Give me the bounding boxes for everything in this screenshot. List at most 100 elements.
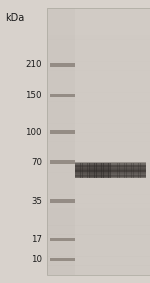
Bar (124, 162, 127, 178)
Bar (93, 162, 95, 178)
Bar (47, 248, 150, 252)
Bar (98, 162, 100, 178)
Bar (47, 66, 150, 70)
Bar (47, 132, 150, 137)
Bar (75, 165, 146, 166)
Bar (140, 162, 142, 178)
Bar (47, 119, 150, 124)
Bar (96, 162, 98, 178)
Bar (116, 162, 118, 178)
Bar (75, 8, 150, 275)
Bar (75, 174, 146, 175)
Bar (47, 30, 150, 35)
Bar (87, 162, 90, 178)
Bar (75, 173, 146, 174)
Text: 10: 10 (31, 255, 42, 264)
Bar (100, 162, 102, 178)
Bar (47, 270, 150, 275)
Bar (47, 168, 150, 173)
Bar (47, 159, 150, 164)
Bar (47, 70, 150, 75)
Bar (47, 22, 150, 26)
Bar (75, 173, 146, 174)
Bar (47, 181, 150, 186)
Bar (47, 208, 150, 213)
Bar (105, 162, 107, 178)
Bar (47, 83, 150, 88)
Bar (114, 162, 116, 178)
Bar (75, 164, 146, 165)
Bar (107, 162, 109, 178)
Bar (82, 162, 84, 178)
Bar (142, 162, 144, 178)
Bar (75, 162, 77, 178)
Bar (75, 168, 146, 169)
Bar (47, 53, 150, 57)
Bar (112, 162, 114, 178)
Bar (130, 162, 132, 178)
Bar (47, 128, 150, 133)
Bar (84, 162, 86, 178)
Bar (121, 162, 123, 178)
Bar (119, 162, 121, 178)
Bar (126, 162, 128, 178)
Bar (47, 79, 150, 84)
Bar (47, 172, 150, 177)
Bar (94, 162, 97, 178)
Text: 210: 210 (26, 60, 42, 69)
Bar (123, 162, 125, 178)
Bar (75, 170, 146, 171)
Bar (47, 163, 150, 168)
Bar (80, 162, 82, 178)
Bar (47, 221, 150, 226)
Bar (47, 8, 150, 13)
Bar (131, 162, 134, 178)
Bar (47, 101, 150, 106)
Text: 35: 35 (31, 197, 42, 206)
Bar (108, 162, 111, 178)
Bar (77, 162, 79, 178)
Text: 17: 17 (31, 235, 42, 244)
Bar (47, 93, 150, 97)
Bar (47, 252, 150, 257)
Bar (138, 162, 141, 178)
Bar (135, 162, 137, 178)
Bar (47, 212, 150, 217)
Bar (117, 162, 120, 178)
Bar (47, 239, 150, 243)
Bar (47, 177, 150, 181)
Bar (47, 106, 150, 110)
Bar (101, 162, 104, 178)
Bar (47, 97, 150, 102)
Bar (75, 170, 146, 171)
Text: kDa: kDa (5, 13, 25, 23)
Bar (79, 162, 81, 178)
Bar (47, 17, 150, 22)
Bar (75, 164, 146, 165)
Bar (47, 203, 150, 208)
Bar (75, 171, 146, 172)
Bar (47, 265, 150, 270)
Bar (47, 110, 150, 115)
Bar (75, 167, 146, 168)
Bar (75, 175, 146, 176)
Bar (47, 226, 150, 230)
Bar (47, 13, 150, 17)
Bar (47, 146, 150, 150)
Bar (137, 162, 139, 178)
Bar (47, 48, 150, 53)
Bar (47, 141, 150, 146)
Bar (75, 166, 146, 167)
Bar (133, 162, 135, 178)
Bar (103, 162, 105, 178)
Bar (85, 162, 88, 178)
Bar (47, 261, 150, 266)
Bar (47, 243, 150, 248)
Bar (47, 199, 150, 203)
Bar (75, 169, 146, 170)
Bar (47, 61, 150, 66)
Bar (47, 88, 150, 93)
Bar (47, 75, 150, 80)
Bar (50, 258, 75, 261)
Bar (47, 137, 150, 142)
